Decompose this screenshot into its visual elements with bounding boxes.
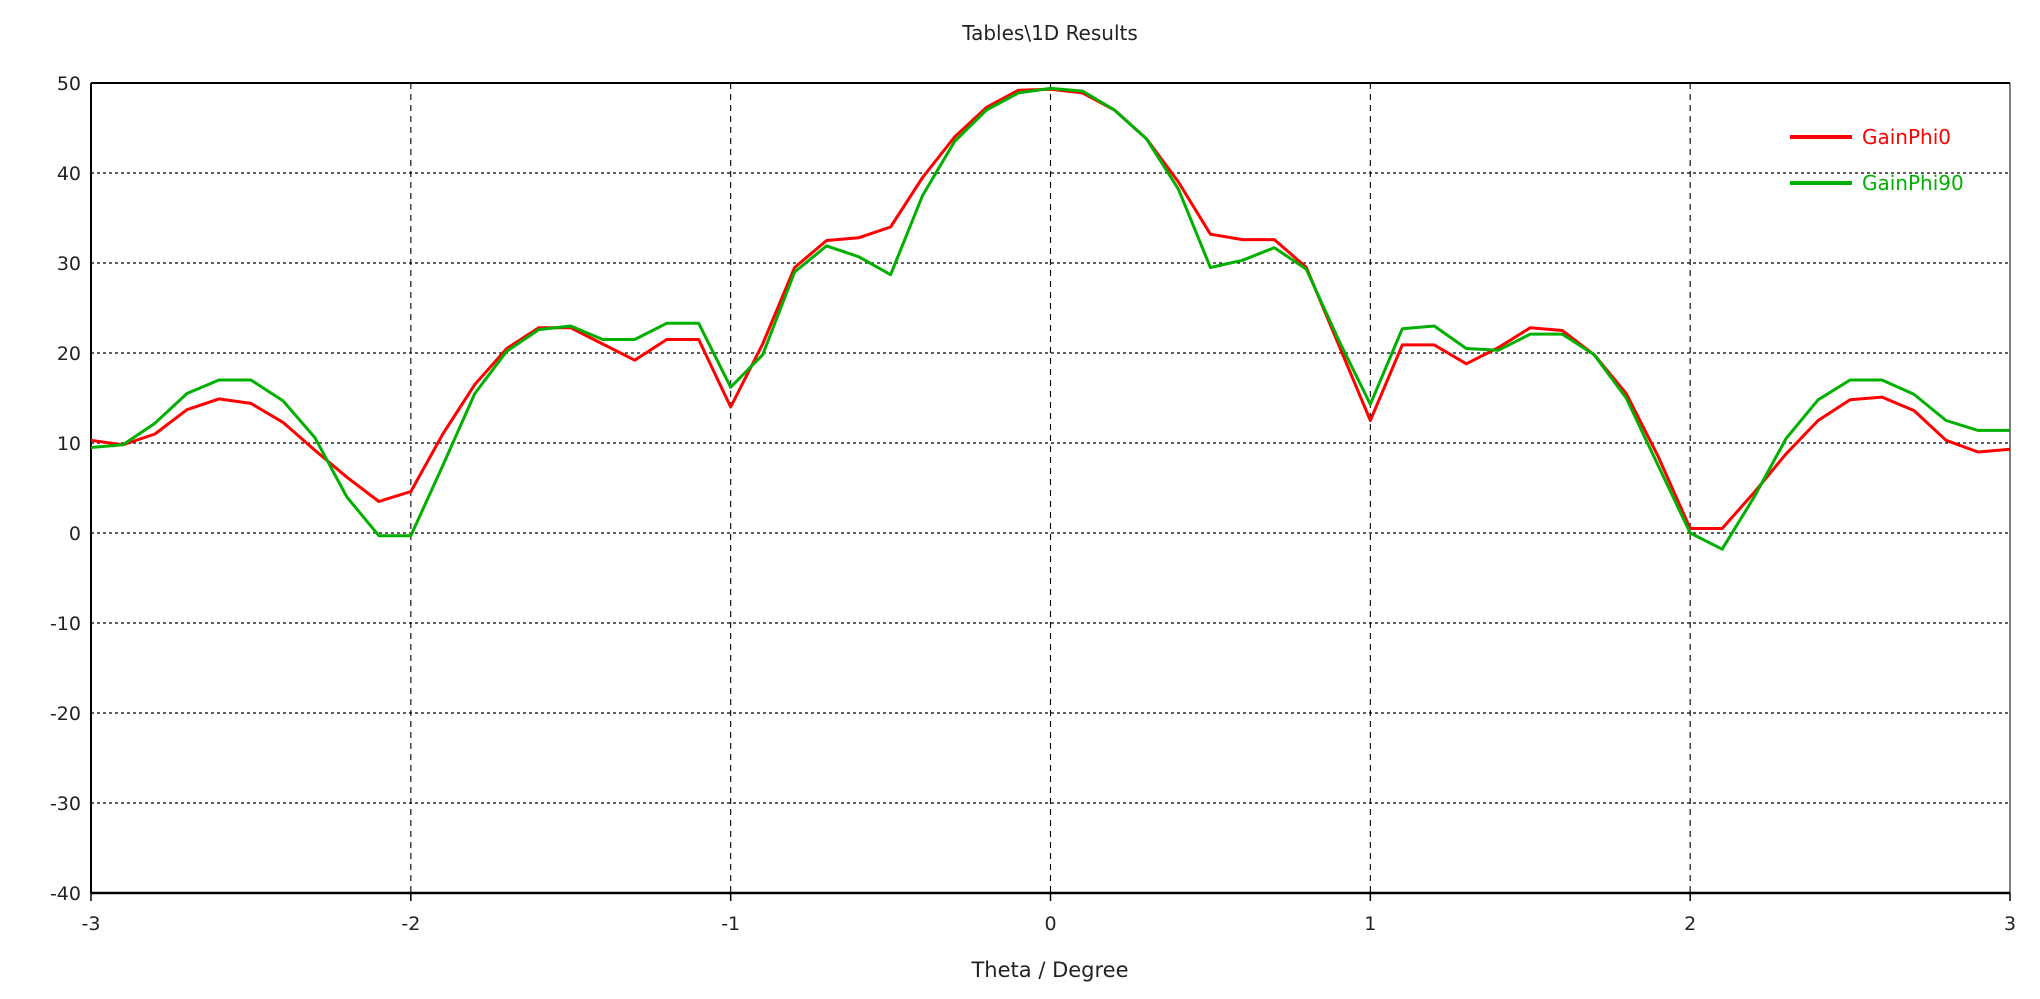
y-tick-label: 10 (57, 433, 81, 455)
chart-title: Tables\1D Results (961, 21, 1138, 45)
x-tick-label: -1 (721, 913, 740, 935)
y-tick-label: 40 (57, 163, 81, 185)
y-tick-label: -10 (50, 613, 81, 635)
x-tick-label: 3 (2004, 913, 2016, 935)
y-tick-label: -20 (50, 703, 81, 725)
series-line-gainphi90 (90, 86, 2010, 551)
y-tick-label: 30 (57, 253, 81, 275)
legend-label: GainPhi0 (1862, 125, 1951, 149)
y-tick-label: -40 (50, 883, 81, 905)
x-tick-label: 2 (1684, 913, 1696, 935)
x-tick-label: 1 (1364, 913, 1376, 935)
y-tick-label: 50 (57, 73, 81, 95)
x-tick-label: 0 (1044, 913, 1056, 935)
x-axis-label: Theta / Degree (970, 958, 1128, 982)
y-tick-label: 0 (69, 523, 81, 545)
x-tick-label: -3 (82, 913, 101, 935)
x-tick-label: -2 (401, 913, 420, 935)
legend-label: GainPhi90 (1862, 171, 1964, 195)
y-tick-label: -30 (50, 793, 81, 815)
series-lines (90, 86, 2011, 551)
legend: GainPhi0 GainPhi90 (1790, 125, 1964, 195)
y-tick-label: 20 (57, 343, 81, 365)
grid (91, 83, 2010, 893)
